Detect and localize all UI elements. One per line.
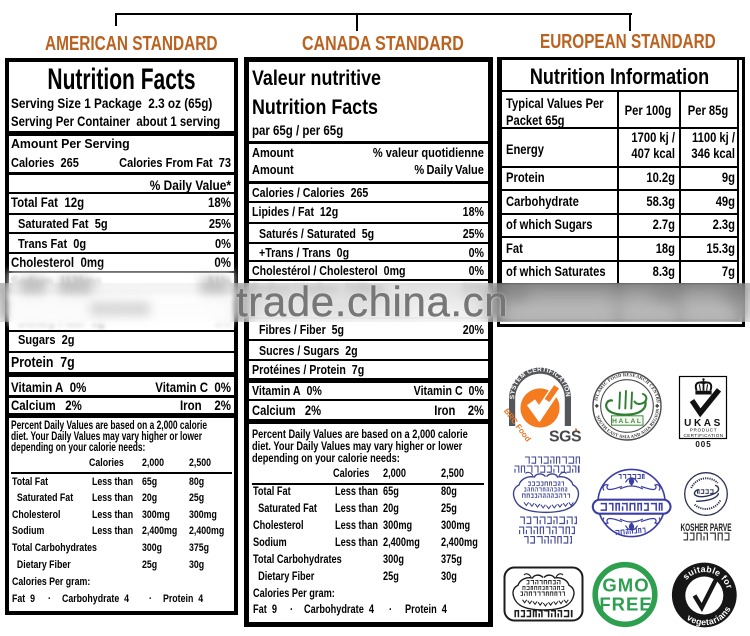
svg-text:UKAS: UKAS bbox=[684, 418, 723, 429]
svg-text:ISLAMIC FOOD RESEARCH CENTRE A: ISLAMIC FOOD RESEARCH CENTRE ASIA bbox=[0, 330, 660, 404]
svg-text:CERTIFICATION: CERTIFICATION bbox=[684, 433, 724, 438]
svg-text:HALAL: HALAL bbox=[612, 418, 642, 425]
svg-text:005: 005 bbox=[695, 440, 711, 449]
svg-text:GMO: GMO bbox=[602, 575, 649, 596]
svg-text:PRODUCT: PRODUCT bbox=[690, 428, 718, 433]
svg-text:FREE: FREE bbox=[599, 594, 652, 615]
svg-text:SGS: SGS bbox=[549, 429, 581, 446]
svg-text:KOSHER PARVE: KOSHER PARVE bbox=[681, 522, 732, 534]
